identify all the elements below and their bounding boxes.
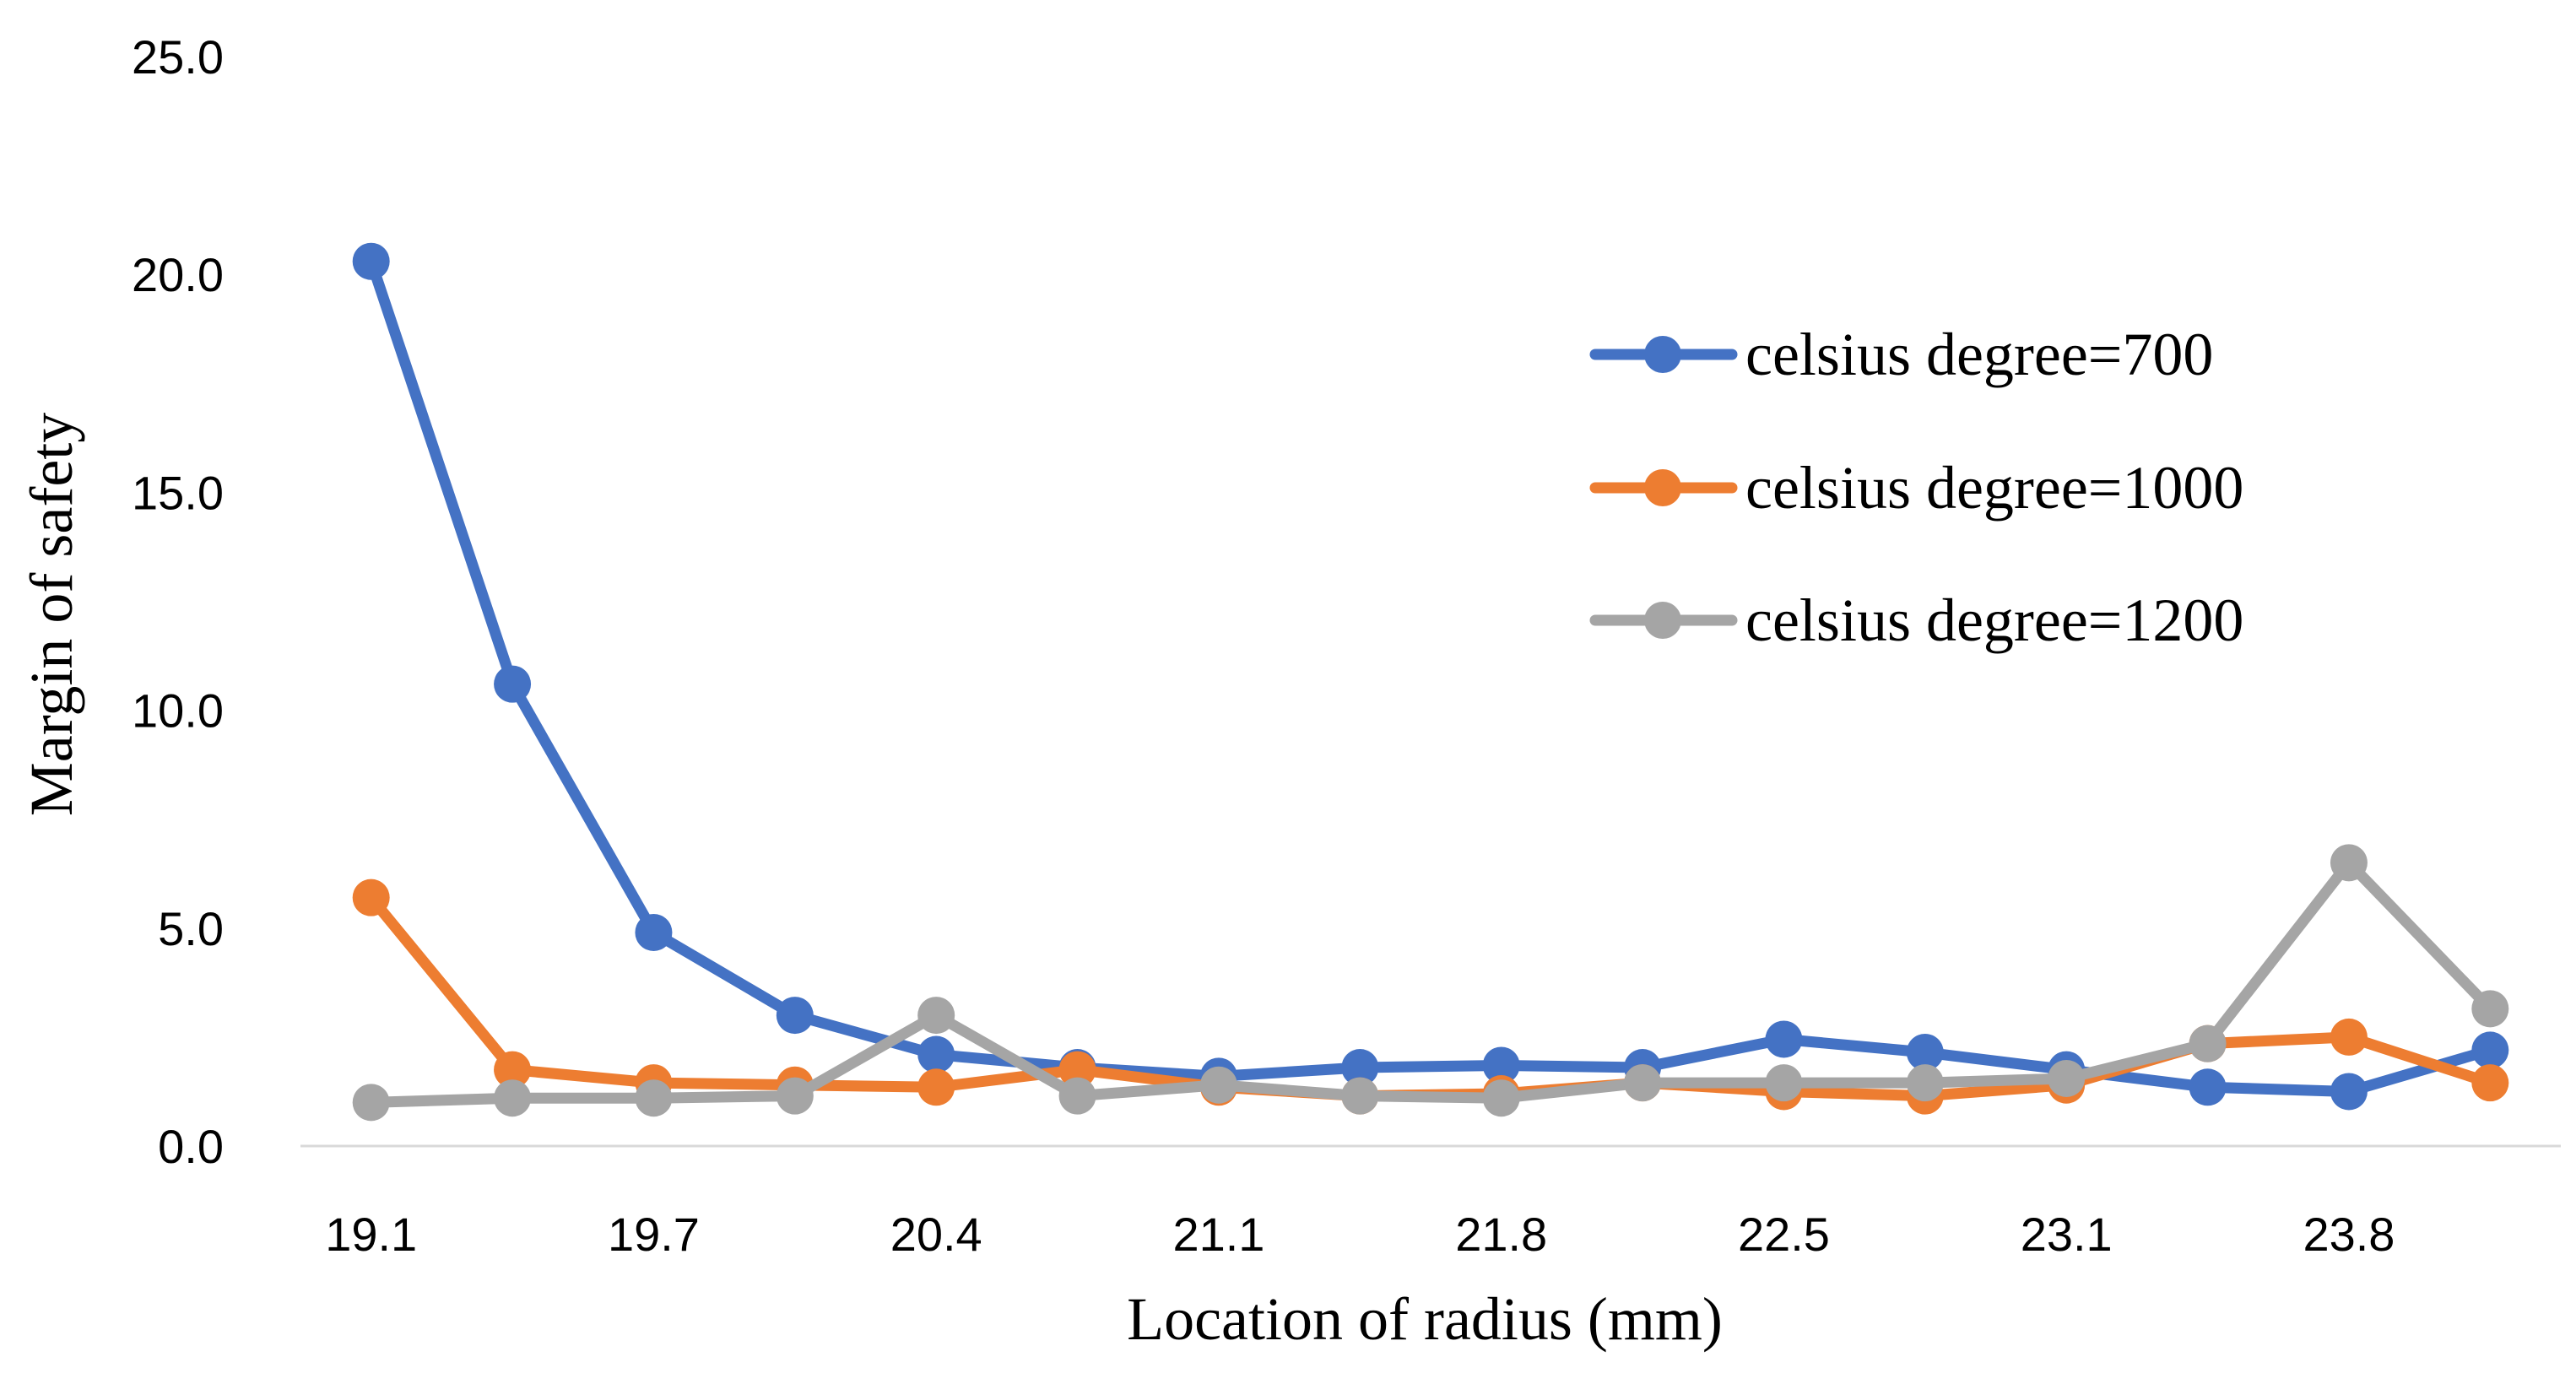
- data-point: [1199, 1066, 1237, 1104]
- legend-label: celsius degree=1000: [1745, 454, 2243, 522]
- data-point: [1058, 1077, 1096, 1115]
- data-point: [1765, 1020, 1803, 1058]
- data-point: [776, 997, 814, 1035]
- x-tick-label: 23.1: [2021, 1208, 2113, 1261]
- legend-swatch-marker: [1644, 602, 1681, 639]
- data-point: [2330, 1018, 2368, 1056]
- x-tick-label: 19.1: [325, 1208, 417, 1261]
- x-tick-label: 20.4: [890, 1208, 982, 1261]
- legend-label: celsius degree=1200: [1745, 587, 2243, 654]
- data-point: [2471, 1031, 2509, 1069]
- x-tick-label: 21.1: [1172, 1208, 1264, 1261]
- data-point: [1482, 1046, 1520, 1084]
- data-point: [2330, 1073, 2368, 1111]
- data-point: [2471, 1064, 2509, 1102]
- data-point: [2330, 844, 2368, 882]
- legend-swatch-marker: [1644, 336, 1681, 373]
- data-point: [1765, 1064, 1803, 1102]
- y-tick-label: 0.0: [158, 1120, 224, 1173]
- data-point: [917, 1068, 955, 1106]
- data-point: [1058, 1051, 1096, 1089]
- y-tick-label: 10.0: [132, 684, 224, 738]
- legend-item: celsius degree=1000: [1589, 454, 2243, 522]
- data-point: [1624, 1064, 1662, 1102]
- x-tick-label: 19.7: [608, 1208, 700, 1261]
- data-point: [635, 1079, 673, 1117]
- y-axis-title: Margin of safety: [18, 413, 85, 817]
- data-point: [2189, 1068, 2227, 1106]
- data-point: [2189, 1024, 2227, 1062]
- x-tick-label: 22.5: [1738, 1208, 1830, 1261]
- data-point: [494, 1051, 532, 1089]
- data-point: [776, 1077, 814, 1115]
- data-point: [494, 665, 532, 703]
- data-point: [352, 879, 390, 916]
- legend-item: celsius degree=700: [1589, 321, 2213, 388]
- data-point: [1341, 1077, 1379, 1115]
- series-layer: [352, 242, 2509, 1122]
- series-line: [365, 256, 2496, 1097]
- legend: celsius degree=700 celsius degree=1000 cel…: [1589, 321, 2243, 654]
- data-point: [1906, 1033, 1944, 1071]
- data-point: [494, 1079, 532, 1117]
- data-point: [352, 1084, 390, 1122]
- data-point: [917, 997, 955, 1035]
- y-tick-label: 20.0: [132, 248, 224, 301]
- legend-swatch-marker: [1644, 469, 1681, 506]
- data-point: [1906, 1064, 1944, 1102]
- data-point: [1341, 1049, 1379, 1087]
- y-tick-label: 25.0: [132, 30, 224, 84]
- data-point: [917, 1035, 955, 1073]
- data-point: [2471, 990, 2509, 1028]
- x-tick-label: 21.8: [1455, 1208, 1547, 1261]
- x-tick-label: 23.8: [2303, 1208, 2395, 1261]
- data-point: [1482, 1079, 1520, 1117]
- x-axis-title: Location of radius (mm): [1127, 1285, 1723, 1353]
- data-point: [352, 242, 390, 280]
- series-line: [365, 857, 2496, 1108]
- y-tick-label: 5.0: [158, 902, 224, 955]
- data-point: [635, 913, 673, 951]
- data-point: [2048, 1059, 2086, 1097]
- y-tick-label: 15.0: [132, 466, 224, 519]
- legend-item: celsius degree=1200: [1589, 587, 2243, 654]
- x-axis-tick-labels: 19.1 19.7 20.4 21.1 21.8 22.5 23.1 23.8: [325, 1208, 2395, 1261]
- series-3: [352, 844, 2509, 1122]
- y-axis-tick-labels: 0.0 5.0 10.0 15.0 20.0 25.0: [132, 30, 224, 1173]
- legend-label: celsius degree=700: [1745, 321, 2213, 388]
